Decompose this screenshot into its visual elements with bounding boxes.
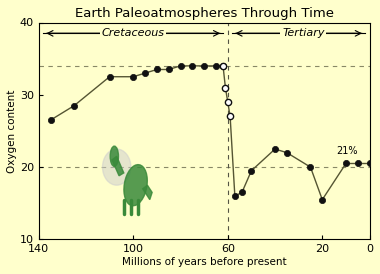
Polygon shape: [142, 185, 152, 200]
Text: Tertiary: Tertiary: [282, 28, 325, 38]
Ellipse shape: [124, 165, 147, 206]
X-axis label: Millions of years before present: Millions of years before present: [122, 257, 287, 267]
Y-axis label: Oxygen content: Oxygen content: [7, 89, 17, 173]
Text: Cretaceous: Cretaceous: [102, 28, 165, 38]
Text: 21%: 21%: [336, 146, 358, 156]
Title: Earth Paleoatmospheres Through Time: Earth Paleoatmospheres Through Time: [74, 7, 334, 20]
Ellipse shape: [103, 149, 131, 185]
Polygon shape: [112, 156, 124, 176]
Ellipse shape: [110, 146, 119, 166]
